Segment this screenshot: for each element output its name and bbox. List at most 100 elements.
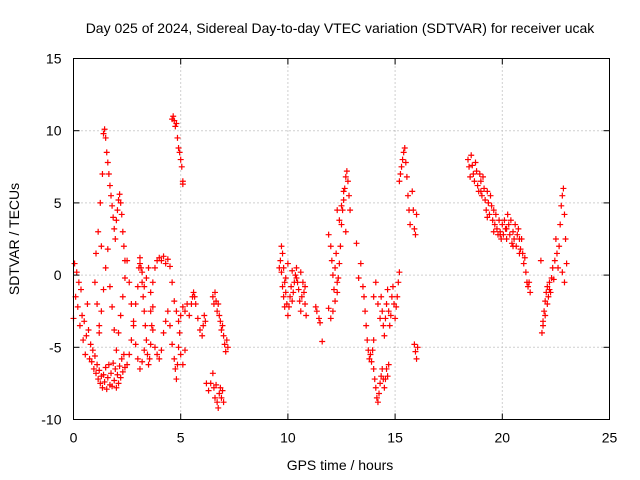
data-point bbox=[547, 289, 554, 296]
data-point bbox=[95, 376, 102, 383]
data-point bbox=[371, 376, 378, 383]
data-point bbox=[174, 134, 181, 141]
data-point bbox=[130, 318, 137, 325]
data-point bbox=[79, 312, 86, 319]
data-point bbox=[116, 363, 123, 370]
data-point bbox=[338, 202, 345, 209]
data-point bbox=[139, 279, 146, 286]
data-point bbox=[386, 322, 393, 329]
data-point bbox=[139, 269, 146, 276]
data-point bbox=[347, 207, 354, 214]
data-point bbox=[377, 315, 384, 322]
data-point bbox=[111, 326, 118, 333]
data-point bbox=[215, 404, 222, 411]
data-point bbox=[383, 365, 390, 372]
data-point bbox=[334, 279, 341, 286]
data-point bbox=[96, 322, 103, 329]
data-point bbox=[178, 163, 185, 170]
data-point bbox=[478, 192, 485, 199]
data-point bbox=[498, 236, 505, 242]
data-point bbox=[175, 145, 182, 152]
data-point bbox=[114, 371, 121, 378]
data-point bbox=[297, 269, 304, 276]
data-point bbox=[394, 293, 401, 300]
data-point bbox=[199, 332, 206, 339]
data-point bbox=[91, 352, 98, 359]
data-point bbox=[179, 181, 186, 188]
data-point bbox=[412, 231, 419, 238]
data-point bbox=[87, 341, 94, 348]
data-point bbox=[335, 274, 342, 281]
data-point bbox=[522, 269, 529, 276]
data-point bbox=[98, 308, 105, 315]
data-point bbox=[392, 315, 399, 322]
data-point bbox=[94, 300, 101, 307]
data-point bbox=[110, 214, 117, 221]
data-point bbox=[143, 274, 150, 281]
data-point bbox=[298, 293, 305, 300]
data-point bbox=[550, 276, 557, 283]
data-point bbox=[359, 283, 366, 290]
data-point bbox=[490, 207, 497, 214]
data-point bbox=[327, 315, 334, 322]
data-point bbox=[464, 156, 471, 163]
data-point bbox=[377, 380, 384, 387]
data-point bbox=[176, 329, 183, 336]
data-point bbox=[106, 182, 113, 189]
data-point bbox=[111, 225, 118, 232]
data-point bbox=[145, 264, 152, 271]
data-point bbox=[171, 298, 178, 305]
data-point bbox=[277, 257, 284, 264]
data-point bbox=[173, 308, 180, 315]
data-point bbox=[380, 322, 387, 329]
data-point bbox=[556, 243, 563, 250]
data-point bbox=[280, 293, 287, 300]
data-point bbox=[110, 360, 117, 367]
data-point bbox=[407, 221, 414, 228]
data-point bbox=[73, 269, 80, 276]
data-point bbox=[108, 370, 115, 377]
data-point bbox=[399, 156, 406, 163]
data-point bbox=[518, 236, 525, 242]
data-point bbox=[369, 347, 376, 354]
data-point bbox=[501, 217, 508, 224]
data-point bbox=[281, 279, 288, 286]
y-tick-label: 5 bbox=[54, 195, 62, 211]
data-point bbox=[483, 207, 490, 214]
data-point bbox=[506, 231, 513, 238]
data-point bbox=[404, 192, 411, 199]
data-point bbox=[104, 374, 111, 381]
data-point bbox=[95, 228, 102, 235]
data-point bbox=[146, 355, 153, 362]
data-point bbox=[100, 371, 107, 378]
data-point bbox=[312, 303, 319, 310]
data-point bbox=[91, 279, 98, 286]
data-point bbox=[134, 283, 141, 290]
data-point bbox=[99, 384, 106, 391]
data-point bbox=[209, 370, 216, 377]
data-point bbox=[205, 387, 212, 394]
data-point bbox=[138, 264, 145, 271]
data-point bbox=[551, 257, 558, 264]
data-point bbox=[367, 351, 374, 358]
data-point bbox=[374, 399, 381, 406]
data-point bbox=[398, 163, 405, 170]
data-point bbox=[97, 199, 104, 206]
data-point bbox=[151, 344, 158, 351]
data-point bbox=[292, 272, 299, 279]
data-point bbox=[71, 260, 78, 267]
data-point bbox=[412, 348, 419, 355]
data-point bbox=[147, 289, 154, 296]
data-point bbox=[113, 217, 120, 224]
data-point bbox=[492, 211, 499, 218]
data-point bbox=[384, 286, 391, 293]
data-point bbox=[493, 225, 500, 232]
data-point bbox=[78, 286, 85, 293]
data-point bbox=[114, 207, 121, 214]
data-point bbox=[143, 337, 150, 344]
data-point bbox=[175, 344, 182, 351]
data-point bbox=[81, 318, 88, 325]
data-point bbox=[388, 293, 395, 300]
data-point bbox=[466, 163, 473, 170]
data-point bbox=[89, 347, 96, 354]
